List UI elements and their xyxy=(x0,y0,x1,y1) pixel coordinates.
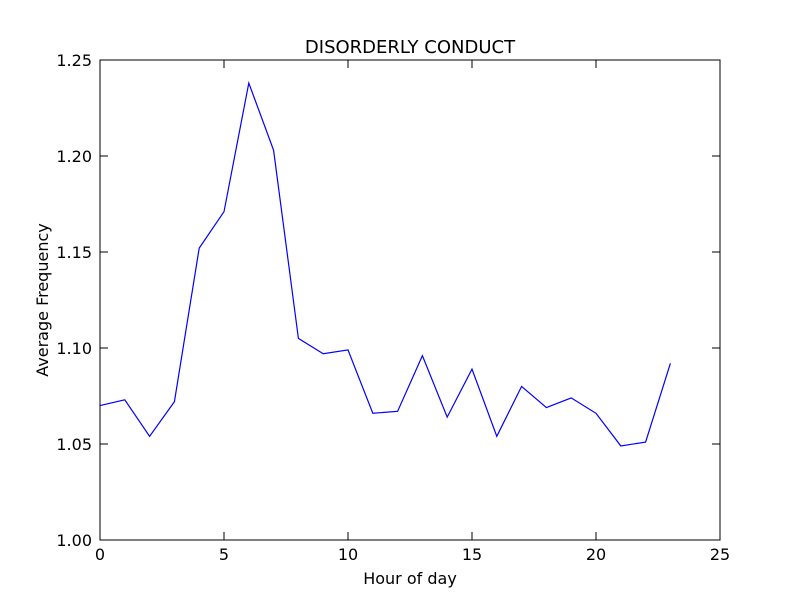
x-tick-label: 5 xyxy=(219,545,229,564)
data-point xyxy=(347,348,350,351)
data-point xyxy=(619,444,622,447)
y-tick-label: 1.05 xyxy=(56,435,92,454)
data-point xyxy=(247,82,250,85)
x-axis-label: Hour of day xyxy=(363,569,457,588)
series-line xyxy=(99,80,671,447)
data-point xyxy=(495,435,498,438)
data-point xyxy=(669,362,672,365)
data-point xyxy=(595,412,598,415)
data-point xyxy=(471,368,474,371)
data-point xyxy=(123,398,126,401)
data-point xyxy=(297,337,300,340)
data-point xyxy=(396,410,399,413)
data-point xyxy=(570,396,573,399)
data-point xyxy=(272,149,275,152)
y-tick-label: 1.20 xyxy=(56,147,92,166)
plot-area xyxy=(100,60,720,540)
y-tick-label: 1.10 xyxy=(56,339,92,358)
x-tick-label: 15 xyxy=(462,545,482,564)
data-point xyxy=(198,247,201,250)
tick-layer: 0 5 10 15 20 25 1.00 1.05 1.10 1.15 1.20 1.25 xyxy=(56,51,730,564)
x-tick-label: 10 xyxy=(338,545,358,564)
x-tick-label: 20 xyxy=(586,545,606,564)
plot-frame xyxy=(99,59,721,541)
data-point xyxy=(148,435,151,438)
data-point xyxy=(173,400,176,403)
data-point xyxy=(371,412,374,415)
data-point xyxy=(545,406,548,409)
data-point xyxy=(520,385,523,388)
chart-title: DISORDERLY CONDUCT xyxy=(305,37,516,58)
data-point xyxy=(322,352,325,355)
y-tick-label: 1.25 xyxy=(56,51,92,70)
data-point xyxy=(446,416,449,419)
series-layer xyxy=(99,80,672,447)
y-tick-label: 1.00 xyxy=(56,531,92,550)
data-point xyxy=(223,210,226,213)
x-tick-label: 25 xyxy=(710,545,730,564)
x-tick-label: 0 xyxy=(95,545,105,564)
y-tick-label: 1.15 xyxy=(56,243,92,262)
data-point xyxy=(421,354,424,357)
y-axis-label: Average Frequency xyxy=(33,223,52,376)
data-point xyxy=(644,441,647,444)
